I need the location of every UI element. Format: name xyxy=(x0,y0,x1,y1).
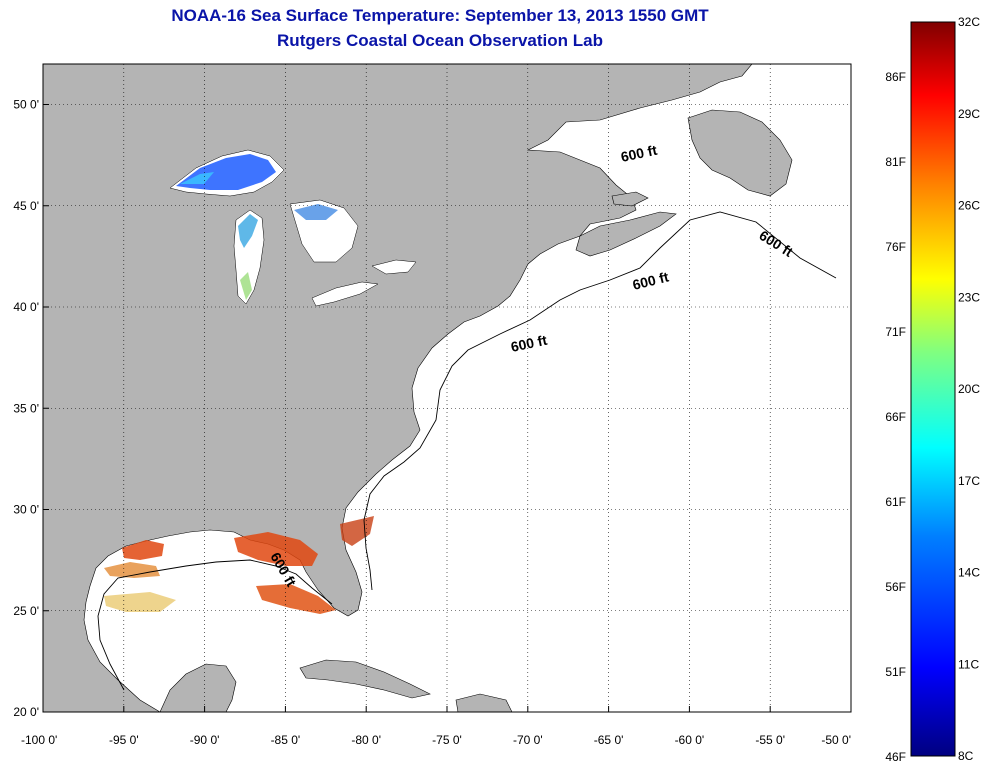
colorbar-celsius-label: 23C xyxy=(958,290,980,304)
depth-contour-gulf xyxy=(97,559,333,691)
colorbar-celsius-label: 26C xyxy=(958,199,980,213)
sst-gulf-west xyxy=(104,562,160,578)
x-tick-label: -60 0' xyxy=(675,733,705,747)
sst-gulf-scatter xyxy=(104,592,176,612)
depth-label-new-england: 600 ft xyxy=(509,332,548,355)
x-tick-label: -70 0' xyxy=(513,733,543,747)
land-hispaniola xyxy=(455,693,513,712)
colorbar-fahrenheit-label: 71F xyxy=(885,325,906,339)
lake-erie xyxy=(311,281,379,307)
y-tick-label: 20 0' xyxy=(13,705,39,719)
land-nova-scotia xyxy=(575,211,677,257)
land-north-america xyxy=(43,64,753,712)
colorbar-fahrenheit-labels: 86F 81F 76F 71F 66F 61F 56F 51F 46F xyxy=(885,70,906,764)
colorbar-fahrenheit-label: 46F xyxy=(885,750,906,764)
x-tick-label: -95 0' xyxy=(109,733,139,747)
sst-lake-huron xyxy=(294,204,338,220)
colorbar-fahrenheit-label: 51F xyxy=(885,665,906,679)
x-tick-label: -100 0' xyxy=(21,733,57,747)
map-frame xyxy=(42,63,852,713)
colorbar-fahrenheit-label: 86F xyxy=(885,70,906,84)
map-title: NOAA-16 Sea Surface Temperature: Septemb… xyxy=(171,6,709,25)
y-tick-label: 25 0' xyxy=(13,604,39,618)
map-subtitle: Rutgers Coastal Ocean Observation Lab xyxy=(277,31,603,50)
sst-gulf-north xyxy=(122,540,164,560)
lat-lon-grid xyxy=(42,64,852,713)
colorbar-fahrenheit-label: 66F xyxy=(885,410,906,424)
land-newfoundland xyxy=(687,109,793,197)
y-tick-label: 45 0' xyxy=(13,199,39,213)
colorbar-celsius-label: 20C xyxy=(958,382,980,396)
y-tick-label: 35 0' xyxy=(13,401,39,415)
x-tick-label: -50 0' xyxy=(821,733,851,747)
colorbar-fahrenheit-label: 61F xyxy=(885,495,906,509)
depth-label-newfoundland: 600 ft xyxy=(619,142,658,165)
x-tick-label: -85 0' xyxy=(271,733,301,747)
sst-lake-superior-warm xyxy=(180,172,214,184)
land-yucatan xyxy=(159,663,237,712)
sst-gulf-east xyxy=(234,532,318,566)
x-tick-label: -90 0' xyxy=(190,733,220,747)
y-tick-label: 30 0' xyxy=(13,503,39,517)
depth-contour xyxy=(363,211,837,591)
lake-ontario xyxy=(371,259,417,275)
colorbar-fahrenheit-label: 56F xyxy=(885,580,906,594)
sst-lake-michigan xyxy=(238,214,258,248)
y-tick-label: 50 0' xyxy=(13,98,39,112)
sst-gulf-florida xyxy=(256,584,336,614)
longitude-tick-labels: -100 0' -95 0' -90 0' -85 0' -80 0' -75 0' -70… xyxy=(21,733,851,747)
colorbar-celsius-label: 8C xyxy=(958,749,974,763)
x-tick-label: -65 0' xyxy=(594,733,624,747)
colorbar-celsius-label: 14C xyxy=(958,566,980,580)
sst-lake-michigan-south xyxy=(240,272,252,300)
sst-atlantic-fl xyxy=(340,516,374,546)
colorbar-fahrenheit-label: 76F xyxy=(885,240,906,254)
colorbar-fahrenheit-label: 81F xyxy=(885,155,906,169)
land-pei xyxy=(611,191,649,207)
x-tick-label: -75 0' xyxy=(432,733,462,747)
colorbar-celsius-label: 11C xyxy=(958,657,979,671)
colorbar xyxy=(910,21,956,757)
colorbar-celsius-labels: 32C 29C 26C 23C 20C 17C 14C 11C 8C xyxy=(958,15,980,763)
colorbar-celsius-label: 29C xyxy=(958,107,980,121)
x-tick-label: -55 0' xyxy=(755,733,785,747)
colorbar-celsius-label: 17C xyxy=(958,474,980,488)
land-cuba xyxy=(299,659,431,699)
latitude-tick-labels: 20 0' 25 0' 30 0' 35 0' 40 0' 45 0' 50 0' xyxy=(13,98,39,720)
y-tick-label: 40 0' xyxy=(13,300,39,314)
x-tick-label: -80 0' xyxy=(351,733,381,747)
colorbar-celsius-label: 32C xyxy=(958,15,980,29)
